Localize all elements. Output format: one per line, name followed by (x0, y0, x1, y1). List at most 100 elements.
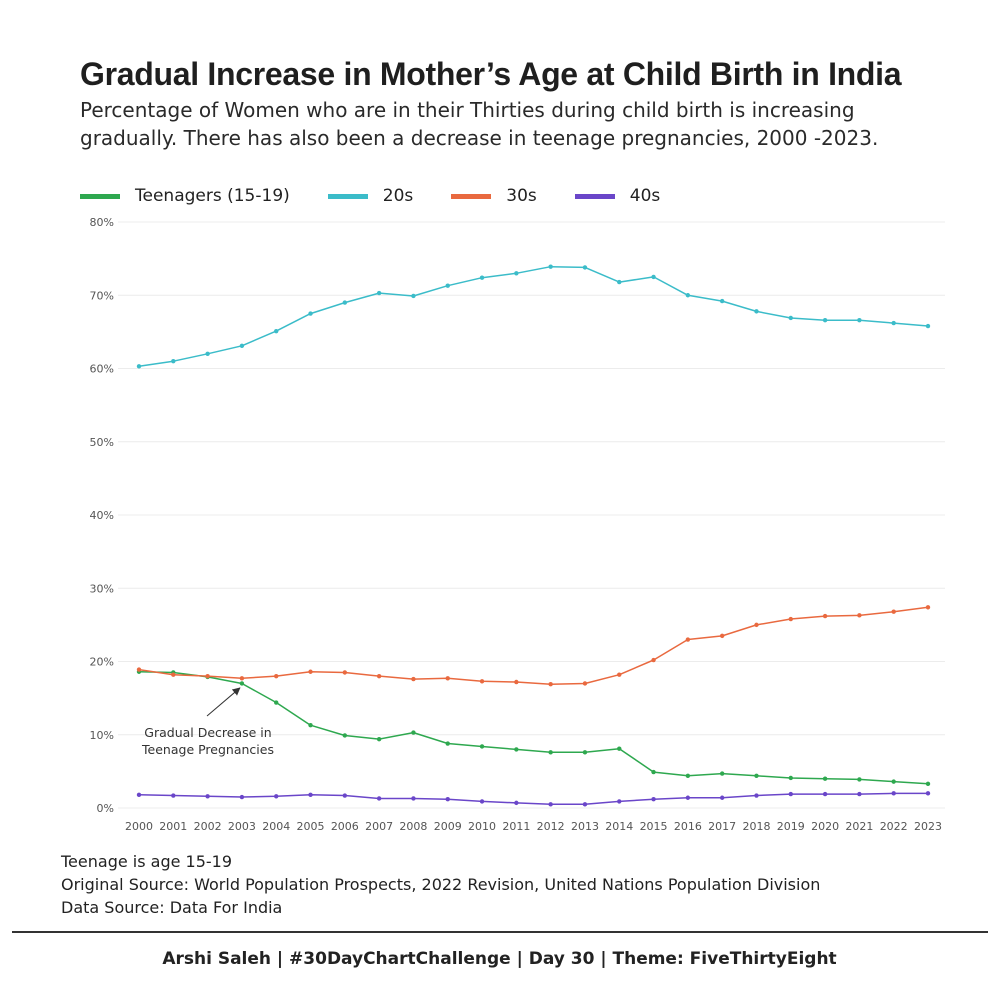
data-point-forties (582, 802, 588, 807)
y-tick-label: 70% (90, 289, 114, 302)
axis-layer: 0% 10% 20% 30% 40% 50% 60% 70% 80% 2000 2001 2002 20… (90, 216, 942, 833)
y-tick-label: 30% (90, 582, 114, 595)
legend-label-teenagers: Teenagers (15-19) (135, 186, 290, 206)
data-point-twenties (171, 358, 176, 364)
x-tick-label: 2009 (434, 820, 462, 833)
note-data-source: Data Source: Data For India (61, 898, 283, 917)
data-point-forties (514, 800, 519, 806)
data-point-forties (445, 797, 450, 802)
x-tick-label: 2005 (297, 820, 325, 833)
y-tick-label: 40% (90, 509, 114, 522)
x-tick-label: 2002 (194, 820, 222, 833)
series-line-thirties (138, 606, 929, 685)
data-point-teen (479, 744, 485, 749)
data-point-forties (308, 792, 313, 798)
data-point-teen (445, 741, 450, 746)
x-tick-label: 2022 (880, 820, 908, 833)
series-line-teen (138, 671, 929, 785)
series-line-forties (138, 792, 928, 806)
data-point-thirties (788, 616, 793, 622)
data-point-twenties (376, 290, 382, 296)
legend-label-40s: 40s (629, 186, 661, 206)
legend-swatch-teenagers (80, 193, 120, 199)
data-point-teen (685, 773, 691, 778)
data-point-teen (857, 777, 862, 782)
data-point-teen (548, 750, 553, 755)
data-point-teen (891, 779, 896, 784)
data-point-thirties (719, 633, 725, 639)
data-point-thirties (308, 669, 313, 674)
note-teenage-definition: Teenage is age 15-19 (61, 852, 233, 871)
data-point-twenties (445, 283, 450, 288)
data-point-forties (822, 791, 828, 797)
data-point-forties (239, 794, 245, 800)
series-line-twenties (138, 265, 929, 368)
chart-subtitle: Percentage of Women who are in their Thi… (80, 98, 879, 150)
data-point-forties (411, 796, 416, 801)
x-tick-label: 2006 (331, 820, 359, 833)
y-tick-label: 10% (90, 729, 114, 742)
footer-credit: Arshi Saleh | #30DayChartChallenge | Day… (162, 949, 837, 969)
data-point-twenties (857, 317, 862, 323)
data-point-thirties (205, 673, 210, 679)
data-point-twenties (925, 323, 931, 329)
data-point-twenties (411, 293, 416, 299)
data-point-thirties (342, 670, 348, 675)
series-twenties (136, 264, 931, 369)
data-point-thirties (617, 672, 622, 677)
annotation-arrow (206, 687, 241, 717)
data-point-teen (514, 747, 519, 752)
x-tick-label: 2021 (845, 820, 873, 833)
data-point-forties (548, 802, 553, 807)
x-tick-label: 2003 (228, 820, 256, 833)
data-point-twenties (274, 328, 279, 334)
data-point-thirties (548, 682, 553, 687)
data-point-teen (274, 700, 279, 705)
legend-label-20s: 20s (382, 186, 414, 206)
data-point-twenties (754, 309, 759, 314)
data-point-thirties (685, 637, 691, 642)
data-point-forties (342, 793, 348, 798)
legend-swatch-30s (451, 193, 492, 199)
data-point-thirties (822, 613, 828, 619)
data-point-teen (239, 681, 245, 686)
legend-item-30s: 30s (451, 186, 537, 206)
data-point-twenties (136, 364, 142, 369)
data-point-forties (719, 795, 725, 800)
series-thirties (136, 605, 931, 687)
data-point-forties (754, 793, 759, 798)
chart-title: Gradual Increase in Mother’s Age at Chil… (80, 56, 902, 92)
data-point-twenties (719, 298, 725, 304)
data-point-twenties (788, 315, 793, 321)
data-point-thirties (925, 605, 931, 610)
data-point-twenties (205, 351, 210, 357)
data-point-thirties (376, 673, 382, 679)
grid-layer (118, 221, 945, 809)
x-tick-label: 2012 (537, 820, 565, 833)
legend-swatch-20s (327, 193, 368, 199)
data-point-teen (754, 773, 759, 778)
data-point-twenties (308, 311, 313, 316)
data-point-thirties (754, 622, 759, 628)
legend: Teenagers (15-19) 20s 30s 40s (80, 184, 698, 208)
data-point-thirties (445, 676, 450, 681)
x-tick-label: 2015 (640, 820, 668, 833)
x-tick-label: 2023 (914, 820, 942, 833)
data-point-thirties (857, 613, 862, 618)
data-point-thirties (239, 676, 245, 681)
data-point-thirties (171, 672, 176, 677)
data-point-teen (582, 750, 588, 755)
legend-item-40s: 40s (574, 186, 661, 206)
data-point-teen (308, 723, 313, 728)
data-point-thirties (479, 679, 485, 684)
note-original-source: Original Source: World Population Prospe… (61, 875, 821, 894)
data-point-teen (719, 771, 725, 776)
x-tick-label: 2016 (674, 820, 702, 833)
data-point-teen (788, 775, 793, 781)
data-point-twenties (514, 271, 519, 276)
data-point-forties (171, 793, 176, 798)
data-point-twenties (582, 265, 588, 270)
data-point-teen (411, 730, 416, 735)
data-point-teen (822, 776, 828, 781)
